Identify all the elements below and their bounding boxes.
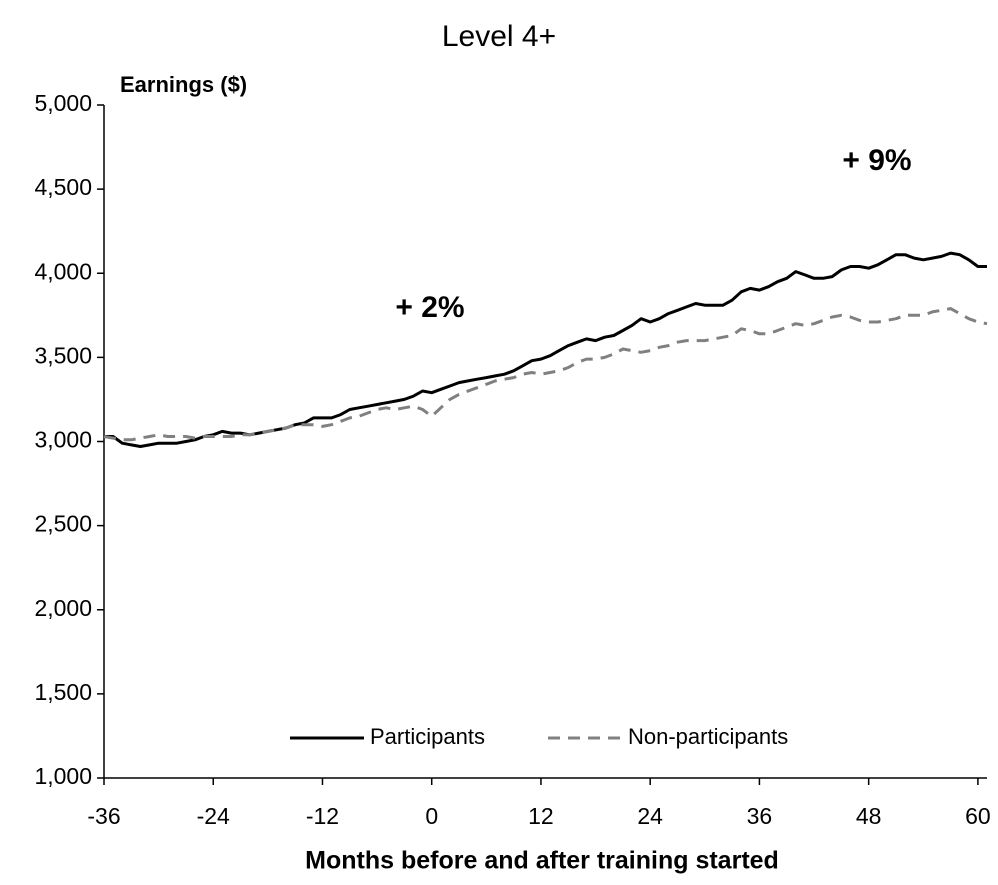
y-tick-label: 2,500 [34,511,92,537]
y-tick-label: 2,000 [34,595,92,621]
y-tick-label: 1,500 [34,679,92,705]
x-tick-label: 0 [425,803,438,829]
annotation: + 9% [842,144,911,177]
x-tick-label: -36 [87,803,120,829]
annotation: + 2% [395,291,464,324]
y-tick-label: 3,500 [34,342,92,368]
chart-title: Level 4+ [442,20,556,53]
y-axis-label: Earnings ($) [120,72,247,97]
y-tick-label: 4,500 [34,174,92,200]
y-tick-label: 5,000 [34,90,92,116]
x-tick-label: 12 [528,803,554,829]
x-tick-label: 36 [747,803,773,829]
x-tick-label: -24 [197,803,230,829]
legend-label: Participants [370,724,485,749]
y-tick-label: 1,000 [34,763,92,789]
x-tick-label: -12 [306,803,339,829]
line-series [103,307,988,442]
legend-label: Non-participants [628,724,788,749]
x-tick-label: 24 [637,803,663,829]
y-tick-label: 3,000 [34,427,92,453]
x-axis-label: Months before and after training started [305,847,779,875]
x-tick-label: 48 [856,803,882,829]
line-series [104,251,987,448]
y-tick-label: 4,000 [34,258,92,284]
x-tick-label: 60 [965,803,991,829]
